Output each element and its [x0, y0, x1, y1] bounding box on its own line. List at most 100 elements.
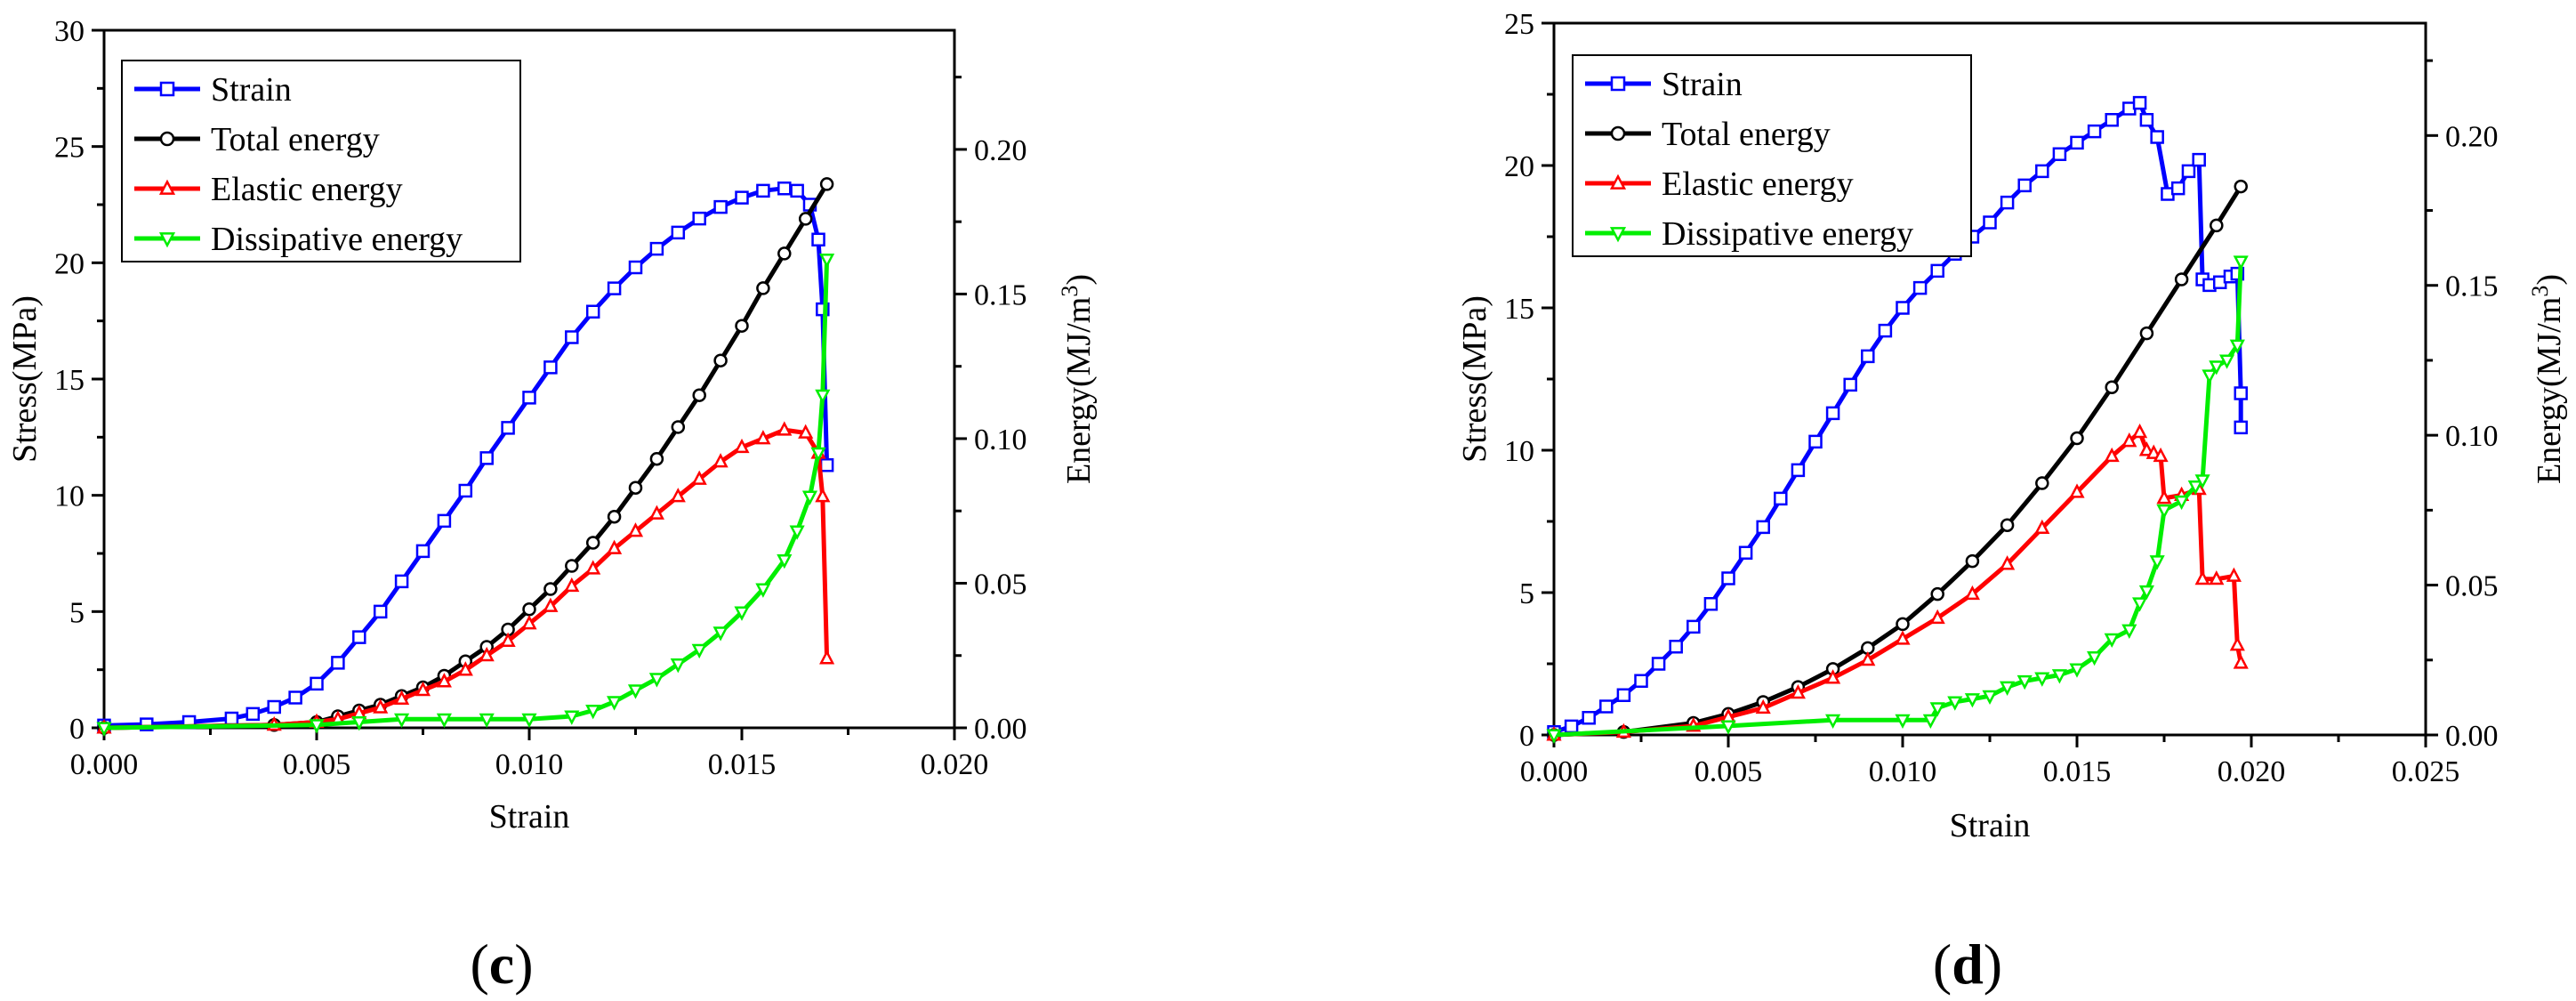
point-dissipative-energy [1720, 720, 1736, 735]
series-group [96, 177, 835, 737]
point-elastic-energy [712, 453, 729, 468]
point-total-energy [628, 480, 643, 495]
y-tick-label: 15 [1504, 293, 1534, 326]
point-strain [2035, 164, 2049, 179]
point-total-energy [2174, 272, 2189, 287]
point-strain [1861, 349, 1875, 364]
point-dissipative-energy [607, 696, 623, 711]
point-strain [288, 690, 302, 705]
point-elastic-energy [2000, 555, 2016, 570]
point-elastic-energy [627, 522, 644, 537]
x-tick-label: 0.025 [2392, 755, 2460, 788]
point-total-energy [2210, 218, 2224, 233]
point-dissipative-energy [2209, 360, 2225, 375]
point-strain [1756, 520, 1770, 535]
y2-tick-label: 0.20 [974, 134, 1027, 167]
point-strain [2000, 195, 2015, 210]
point-dissipative-energy [479, 713, 495, 729]
x-tick-label: 0.010 [495, 748, 564, 781]
point-dissipative-energy [734, 606, 750, 621]
point-strain [1721, 571, 1735, 585]
point-strain [543, 360, 558, 375]
legend-swatch-marker [1609, 227, 1627, 243]
point-dissipative-energy [691, 643, 707, 659]
point-elastic-energy [1964, 585, 1980, 601]
point-total-energy [798, 212, 813, 226]
point-elastic-energy [2153, 447, 2169, 463]
point-dissipative-energy [819, 253, 835, 269]
y-tick-label: 0 [1519, 720, 1534, 753]
y2-tick-label: 0.15 [2445, 270, 2499, 303]
point-strain [671, 225, 686, 240]
point-dissipative-energy [394, 713, 410, 729]
point-elastic-energy [521, 615, 537, 630]
point-strain [2234, 386, 2248, 400]
legend-label: Elastic energy [1662, 165, 1854, 203]
y-tick-label: 20 [1504, 150, 1534, 183]
point-total-energy [1896, 617, 1910, 632]
legend-box [121, 60, 521, 262]
y2-ticks: 0.00 0.05 0.10 0.15 0.20 [954, 76, 1027, 746]
point-dissipative-energy [2156, 504, 2172, 520]
y2-tick-label: 0.00 [974, 713, 1027, 746]
point-elastic-energy [777, 421, 793, 436]
point-elastic-energy [394, 690, 410, 705]
point-elastic-energy [500, 632, 516, 647]
point-strain [692, 211, 706, 226]
point-dissipative-energy [648, 673, 664, 688]
y-tick-label: 25 [54, 132, 85, 165]
point-strain [628, 260, 643, 275]
point-total-energy [585, 536, 600, 550]
point-strain [331, 656, 345, 670]
legend-swatch-marker [1610, 76, 1626, 92]
point-strain [352, 630, 366, 644]
point-dissipative-energy [627, 684, 644, 699]
point-strain [1616, 688, 1631, 702]
x-tick-label: 0.010 [1869, 755, 1937, 788]
y2-tick-label: 0.10 [2445, 420, 2499, 453]
point-total-energy [1930, 586, 1944, 601]
point-elastic-energy [1755, 698, 1771, 714]
point-total-energy [713, 353, 728, 367]
y2-axis-title: Energy(MJ/m3) [1057, 274, 1098, 484]
point-strain [1599, 699, 1614, 714]
legend: Strain Total energy Elastic energy Dissipat… [1572, 54, 1972, 257]
point-strain [649, 241, 664, 256]
point-strain [2122, 101, 2137, 116]
legend-label: Elastic energy [211, 171, 403, 208]
y-tick-label: 25 [1504, 8, 1534, 41]
point-dissipative-energy [2051, 669, 2067, 684]
point-strain [2234, 420, 2248, 435]
point-strain [458, 483, 473, 498]
series-line-elastic-energy [103, 427, 830, 731]
chart-panel-d: 0.000 0.005 0.010 0.015 0.020 0.025 0 5 10 15 20 2… [1456, 8, 2568, 996]
point-dissipative-energy [1546, 729, 1562, 744]
point-strain [735, 190, 749, 205]
point-dissipative-energy [309, 719, 325, 734]
y2-ticks: 0.00 0.05 0.10 0.15 0.20 [2426, 59, 2499, 753]
point-dissipative-energy [801, 490, 818, 505]
point-dissipative-energy [712, 626, 729, 642]
point-dissipative-energy [564, 710, 580, 725]
point-dissipative-energy [1929, 702, 1945, 717]
point-strain [1564, 719, 1579, 734]
point-elastic-energy [2069, 483, 2085, 498]
y2-tick-label: 0.05 [2445, 570, 2499, 603]
point-elastic-energy [415, 681, 431, 697]
point-strain [437, 513, 452, 529]
point-elastic-energy [607, 539, 623, 554]
point-strain [1582, 711, 1596, 725]
point-total-energy [565, 559, 579, 573]
point-dissipative-energy [2017, 674, 2033, 690]
point-strain [565, 330, 579, 344]
y-axis-title: Stress(MPa) [6, 295, 44, 463]
series-line-strain [103, 186, 830, 728]
x-axis-title: Strain [489, 798, 570, 836]
panel-label-c: (c) [470, 932, 533, 996]
point-strain [1669, 640, 1683, 654]
point-dissipative-energy [1825, 714, 1841, 729]
point-dissipative-energy [815, 389, 831, 405]
point-elastic-energy [1825, 669, 1841, 684]
point-dissipative-energy [2202, 369, 2218, 384]
point-strain [310, 676, 324, 691]
